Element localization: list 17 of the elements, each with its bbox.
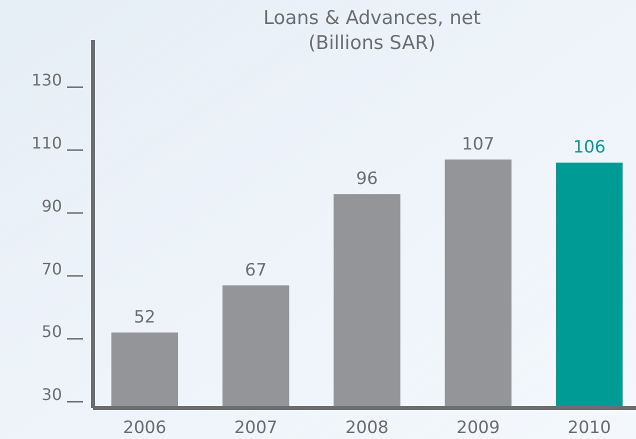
- y-tick-label: 90: [42, 196, 62, 216]
- x-tick-label: 2008: [345, 418, 389, 438]
- data-label: 52: [134, 308, 156, 328]
- data-label: 67: [245, 260, 267, 280]
- data-label: 107: [462, 134, 494, 155]
- data-label: 106: [573, 138, 606, 158]
- x-tick-label: 2009: [456, 418, 500, 438]
- y-tick-label: 110: [31, 133, 62, 152]
- x-tick-label: 2006: [123, 418, 166, 438]
- y-tick-label: 50: [42, 322, 62, 342]
- y-tick-label: 30: [42, 385, 62, 404]
- y-tick-label: 130: [31, 70, 62, 90]
- chart-title: Loans & Advances, net (Billions SAR): [263, 7, 481, 54]
- y-tick-label: 70: [42, 259, 62, 278]
- data-label: 96: [356, 169, 378, 190]
- x-tick-label: 2010: [568, 418, 611, 438]
- x-tick-label: 2007: [234, 418, 278, 438]
